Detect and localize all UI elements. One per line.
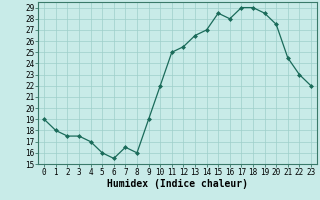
X-axis label: Humidex (Indice chaleur): Humidex (Indice chaleur) (107, 179, 248, 189)
